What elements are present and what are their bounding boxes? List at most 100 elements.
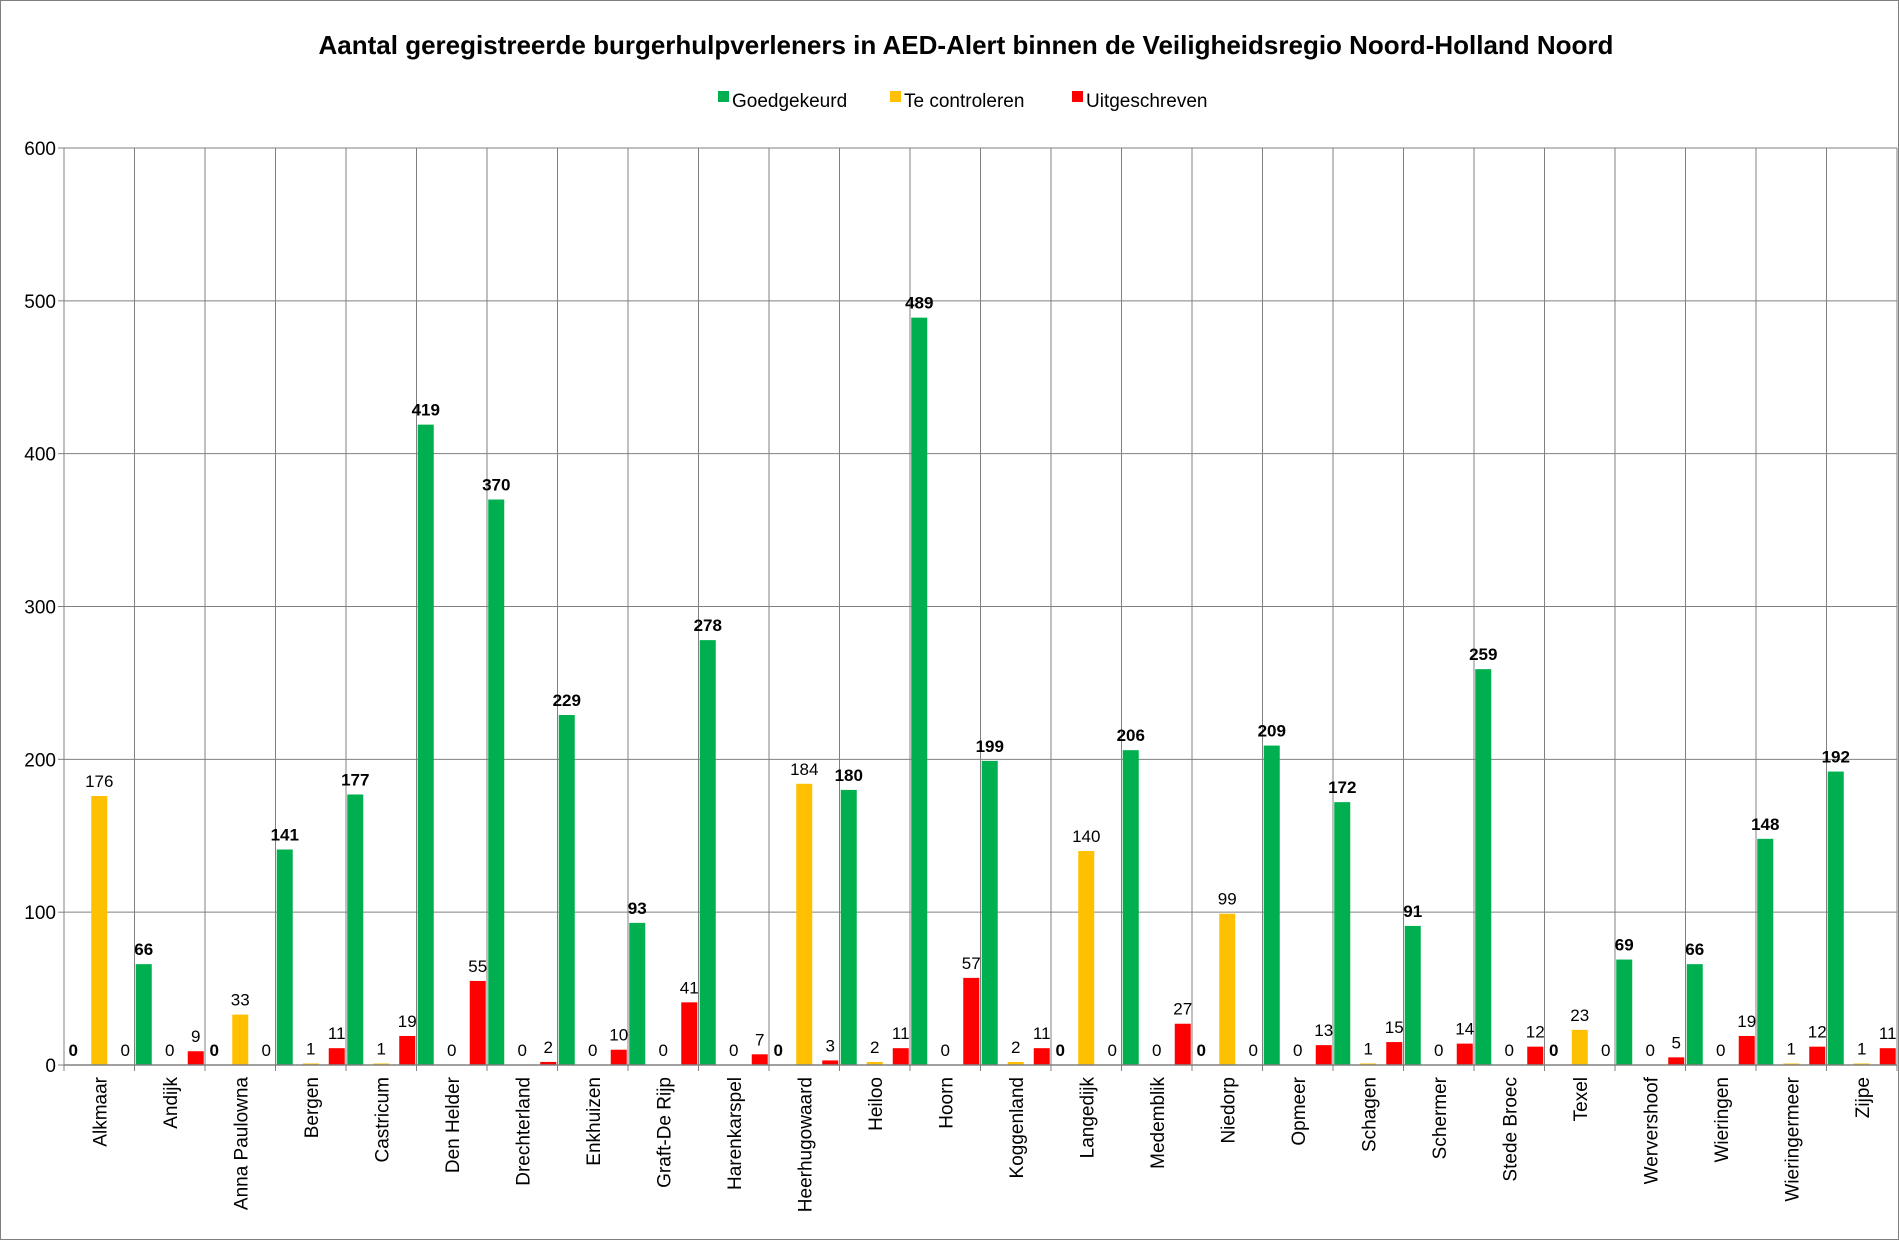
x-tick-label: Schermer [1430,1076,1451,1159]
x-tick-label: Hoorn [936,1077,957,1129]
data-label: 11 [892,1024,910,1043]
bar-uitgeschreven [187,1051,204,1065]
bar-goedgekeurd [1827,771,1844,1065]
bar-goedgekeurd [1404,925,1421,1065]
data-label: 259 [1469,645,1497,664]
data-label: 1 [377,1039,386,1058]
data-label: 0 [1601,1041,1610,1060]
data-label: 66 [1685,940,1704,959]
data-label: 0 [262,1041,271,1060]
x-tick-label: Graft-De Rijp [654,1077,675,1188]
legend-label-1: Te controleren [904,91,1024,112]
y-tick-label: 0 [45,1056,56,1077]
y-tick-label: 200 [24,750,56,771]
bar-goedgekeurd [699,640,716,1065]
data-label: 0 [165,1041,174,1060]
x-axis: Alkmaar Andijk Anna Paulowna Bergen Castricu… [64,1064,1897,1212]
x-tick-label: Schagen [1359,1077,1380,1152]
data-label: 3 [826,1036,835,1055]
data-label: 419 [412,401,440,420]
data-label: 0 [210,1041,219,1060]
x-tick-label: Wieringen [1712,1077,1733,1163]
x-tick-label: Bergen [302,1077,323,1138]
legend-swatch-2 [1072,91,1083,102]
bar-goedgekeurd [981,760,998,1065]
data-label: 370 [482,476,510,495]
data-label: 229 [553,691,581,710]
bar-goedgekeurd [629,922,646,1065]
x-tick-label: Alkmaar [90,1076,111,1146]
legend-label-2: Uitgeschreven [1086,91,1207,112]
bar-uitgeschreven [963,977,980,1065]
data-label: 2 [544,1038,553,1057]
data-label: 33 [231,991,250,1010]
data-label: 57 [962,954,981,973]
bar-uitgeschreven [610,1049,627,1065]
y-tick-label: 400 [24,445,56,466]
bar-goedgekeurd [1334,802,1351,1065]
data-label: 0 [1293,1041,1302,1060]
bar-uitgeschreven [1809,1046,1826,1065]
data-label: 41 [680,978,699,997]
bar-te-controleren [1360,1063,1377,1065]
bar-goedgekeurd [1475,669,1492,1065]
data-label: 11 [1033,1024,1051,1043]
bar-te-controleren [1783,1063,1800,1065]
data-label: 99 [1218,890,1237,909]
data-label: 177 [341,770,369,789]
x-tick-label: Opmeer [1289,1076,1310,1145]
y-tick-label: 600 [24,139,56,160]
data-label: 2 [1011,1038,1020,1057]
bar-goedgekeurd [1616,959,1633,1065]
chart-title: Aantal geregistreerde burgerhulpverlener… [319,30,1614,60]
data-label: 19 [398,1012,417,1031]
data-label: 19 [1737,1012,1756,1031]
data-label: 0 [69,1041,78,1060]
x-tick-label: Koggenland [1007,1077,1028,1178]
data-label: 23 [1570,1006,1589,1025]
data-label: 0 [447,1041,456,1060]
data-label: 13 [1314,1021,1333,1040]
bar-goedgekeurd [840,789,857,1065]
bar-goedgekeurd [1686,964,1703,1065]
bar-te-controleren [232,1014,249,1065]
data-label: 91 [1403,902,1422,921]
bar-uitgeschreven [892,1048,909,1065]
x-tick-label: Drechterland [513,1077,534,1186]
data-label: 0 [1249,1041,1258,1060]
x-tick-label: Anna Paulowna [231,1077,252,1211]
x-tick-label: Wervershoof [1641,1076,1662,1184]
legend: Goedgekeurd Te controleren Uitgeschreven [718,91,1207,112]
data-label: 11 [1879,1024,1897,1043]
data-label: 148 [1751,815,1779,834]
bar-te-controleren [1219,913,1236,1065]
bar-te-controleren [866,1061,883,1065]
bar-goedgekeurd [276,849,293,1065]
data-label: 0 [941,1041,950,1060]
bar-uitgeschreven [1386,1042,1403,1065]
data-label: 0 [1505,1041,1514,1060]
bar-uitgeschreven [540,1061,557,1065]
bar-uitgeschreven [1738,1035,1755,1065]
x-tick-label: Den Helder [443,1076,464,1173]
data-label: 11 [328,1024,346,1043]
bar-goedgekeurd [1263,745,1280,1065]
x-tick-label: Heiloo [866,1077,887,1131]
bar-goedgekeurd [911,317,928,1065]
data-label: 0 [518,1041,527,1060]
y-tick-label: 300 [24,598,56,619]
bar-uitgeschreven [1879,1048,1896,1065]
data-label: 0 [1056,1041,1065,1060]
data-label: 192 [1822,748,1850,767]
data-label: 278 [694,616,722,635]
data-label: 209 [1258,722,1286,741]
bar-uitgeschreven [1527,1046,1544,1065]
bar-goedgekeurd [1757,838,1774,1065]
data-label: 14 [1455,1020,1474,1039]
data-label: 1 [1787,1039,1796,1058]
data-label: 0 [1108,1041,1117,1060]
data-label: 0 [1716,1041,1725,1060]
x-tick-label: Texel [1571,1077,1592,1121]
data-label: 55 [468,957,487,976]
